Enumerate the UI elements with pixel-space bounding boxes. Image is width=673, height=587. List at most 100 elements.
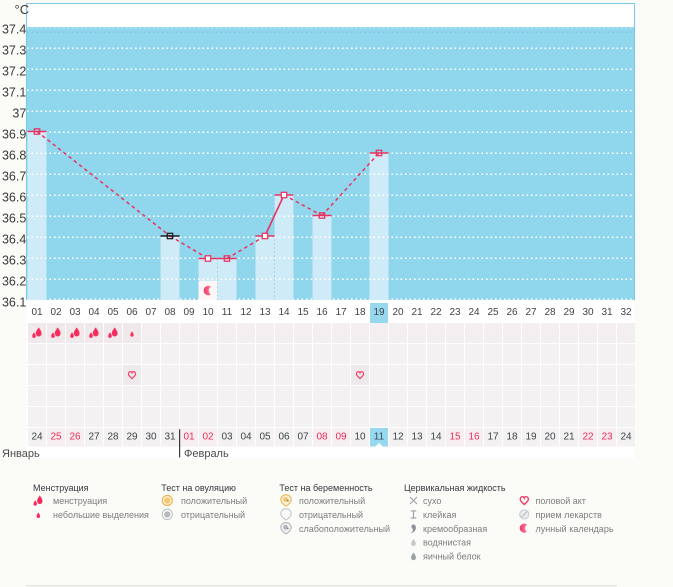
svg-text:02: 02	[50, 307, 62, 318]
svg-text:27: 27	[525, 307, 537, 318]
svg-text:24: 24	[468, 307, 480, 318]
svg-text:13: 13	[411, 432, 423, 443]
svg-text:20: 20	[544, 432, 556, 443]
svg-text:положительный: положительный	[181, 496, 247, 506]
svg-text:25: 25	[50, 432, 62, 443]
svg-text:09: 09	[335, 432, 347, 443]
svg-text:30: 30	[145, 432, 157, 443]
svg-text:05: 05	[107, 307, 119, 318]
svg-text:21: 21	[563, 432, 575, 443]
svg-text:26: 26	[69, 432, 81, 443]
svg-text:01: 01	[31, 307, 43, 318]
svg-text:06: 06	[278, 432, 290, 443]
svg-text:37.4: 37.4	[2, 23, 26, 37]
svg-text:36.8: 36.8	[2, 149, 26, 163]
svg-text:Февраль: Февраль	[184, 448, 229, 460]
svg-text:26: 26	[506, 307, 518, 318]
svg-text:37.3: 37.3	[2, 44, 26, 58]
svg-text:07: 07	[297, 432, 309, 443]
svg-text:29: 29	[563, 307, 575, 318]
svg-text:32: 32	[620, 307, 632, 318]
svg-text:10: 10	[354, 432, 366, 443]
svg-text:29: 29	[126, 432, 138, 443]
svg-text:кремообразная: кремообразная	[423, 524, 487, 534]
svg-text:Цервикальная жидкость: Цервикальная жидкость	[404, 483, 506, 493]
svg-text:20: 20	[392, 307, 404, 318]
svg-text:16: 16	[468, 432, 480, 443]
svg-text:Тест на беременность: Тест на беременность	[279, 483, 372, 493]
svg-text:небольшие выделения: небольшие выделения	[53, 510, 149, 520]
svg-text:06: 06	[126, 307, 138, 318]
svg-text:08: 08	[316, 432, 328, 443]
svg-text:14: 14	[430, 432, 442, 443]
svg-text:лунный календарь: лунный календарь	[536, 524, 614, 534]
svg-text:36.4: 36.4	[2, 233, 26, 247]
svg-text:28: 28	[107, 432, 119, 443]
svg-text:28: 28	[544, 307, 556, 318]
svg-text:03: 03	[221, 432, 233, 443]
svg-text:37.2: 37.2	[2, 65, 26, 79]
svg-text:09: 09	[183, 307, 195, 318]
svg-text:15: 15	[449, 432, 461, 443]
svg-text:36.1: 36.1	[2, 296, 26, 310]
svg-text:08: 08	[164, 307, 176, 318]
svg-text:07: 07	[145, 307, 157, 318]
svg-text:36.7: 36.7	[2, 170, 26, 184]
svg-text:25: 25	[487, 307, 499, 318]
svg-text:31: 31	[601, 307, 613, 318]
svg-text:24: 24	[620, 432, 632, 443]
svg-text:менструация: менструация	[53, 496, 107, 506]
svg-text:12: 12	[392, 432, 404, 443]
svg-text:клейкая: клейкая	[423, 510, 456, 520]
svg-text:сухо: сухо	[423, 496, 441, 506]
svg-text:°C: °C	[15, 2, 30, 17]
svg-text:11: 11	[222, 307, 233, 318]
svg-text:10: 10	[202, 307, 214, 318]
svg-text:половой акт: половой акт	[536, 496, 586, 506]
svg-text:30: 30	[582, 307, 594, 318]
svg-text:Тест на овуляцию: Тест на овуляцию	[161, 483, 236, 493]
svg-text:17: 17	[487, 432, 499, 443]
svg-text:23: 23	[601, 432, 613, 443]
svg-text:прием лекарств: прием лекарств	[536, 510, 603, 520]
svg-text:18: 18	[354, 307, 366, 318]
svg-text:22: 22	[582, 432, 594, 443]
svg-text:отрицательный: отрицательный	[181, 510, 245, 520]
svg-text:Январь: Январь	[2, 448, 40, 460]
svg-text:03: 03	[69, 307, 81, 318]
svg-text:слабоположительный: слабоположительный	[299, 524, 390, 534]
svg-text:02: 02	[202, 432, 214, 443]
svg-text:Менструация: Менструация	[33, 483, 89, 493]
svg-text:18: 18	[506, 432, 518, 443]
svg-text:04: 04	[240, 432, 252, 443]
svg-text:14: 14	[278, 307, 290, 318]
svg-text:13: 13	[259, 307, 271, 318]
svg-text:36.5: 36.5	[2, 212, 26, 226]
svg-text:36.3: 36.3	[2, 254, 26, 268]
svg-text:19: 19	[373, 307, 385, 318]
svg-text:12: 12	[240, 307, 252, 318]
svg-text:водянистая: водянистая	[423, 538, 471, 548]
svg-text:24: 24	[31, 432, 43, 443]
svg-text:11: 11	[374, 432, 385, 443]
svg-text:04: 04	[88, 307, 100, 318]
svg-text:16: 16	[316, 307, 328, 318]
svg-text:отрицательный: отрицательный	[299, 510, 363, 520]
svg-text:36.6: 36.6	[2, 191, 26, 205]
svg-text:21: 21	[411, 307, 423, 318]
svg-text:36.9: 36.9	[2, 128, 26, 142]
svg-text:яичный белок: яичный белок	[423, 552, 481, 562]
svg-text:положительный: положительный	[299, 496, 365, 506]
svg-text:22: 22	[430, 307, 442, 318]
svg-text:37: 37	[12, 107, 26, 121]
svg-text:27: 27	[88, 432, 100, 443]
svg-text:19: 19	[525, 432, 537, 443]
svg-text:01: 01	[183, 432, 195, 443]
svg-text:05: 05	[259, 432, 271, 443]
svg-text:37.1: 37.1	[2, 86, 26, 100]
svg-text:17: 17	[335, 307, 347, 318]
svg-text:31: 31	[164, 432, 176, 443]
svg-text:15: 15	[297, 307, 309, 318]
svg-text:23: 23	[449, 307, 461, 318]
svg-text:36.2: 36.2	[2, 275, 26, 289]
